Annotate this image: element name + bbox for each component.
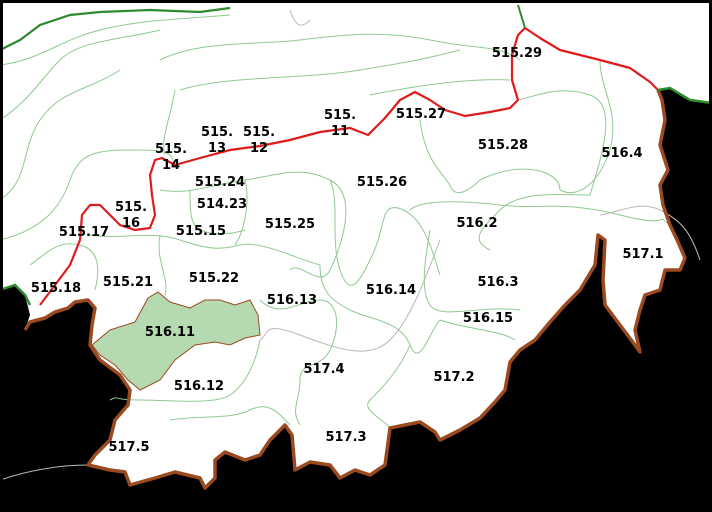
parcel-label-516-2: 516.2 xyxy=(456,216,497,231)
parcel-label-line: 515.29 xyxy=(492,46,542,61)
parcel-label-line: 515. xyxy=(201,125,233,140)
parcel-label-515-12: 515. 12 xyxy=(243,125,275,156)
parcel-label-line: 515. xyxy=(155,142,187,157)
parcel-label-line: 515.21 xyxy=(103,275,153,290)
parcel-label-line: 517.5 xyxy=(108,440,149,455)
parcel-label-line: 12 xyxy=(250,141,268,156)
parcel-label-517-2: 517.2 xyxy=(433,370,474,385)
parcel-label-line: 517.3 xyxy=(325,430,366,445)
parcel-label-514-23: 514.23 xyxy=(197,197,247,212)
parcel-label-line: 515.28 xyxy=(478,138,528,153)
parcel-label-line: 515.15 xyxy=(176,224,226,239)
parcel-label-515-22: 515.22 xyxy=(189,271,239,286)
parcel-label-517-3: 517.3 xyxy=(325,430,366,445)
green-boundary-right xyxy=(657,86,712,105)
parcel-label-516-11: 516.11 xyxy=(145,325,195,340)
parcel-label-line: 517.4 xyxy=(303,362,344,377)
parcel-label-516-4: 516.4 xyxy=(601,146,642,161)
green-boundary-top-left xyxy=(0,6,231,51)
parcel-label-line: 516.2 xyxy=(456,216,497,231)
parcel-label-line: 515.26 xyxy=(357,175,407,190)
parcel-label-line: 11 xyxy=(331,124,349,139)
parcel-label-515-28: 515.28 xyxy=(478,138,528,153)
parcel-label-515-25: 515.25 xyxy=(265,217,315,232)
parcel-label-515-18: 515.18 xyxy=(31,281,81,296)
parcel-label-517-4: 517.4 xyxy=(303,362,344,377)
parcel-label-line: 516.4 xyxy=(601,146,642,161)
parcel-label-line: 515. xyxy=(324,108,356,123)
parcel-label-line: 516.14 xyxy=(366,283,416,298)
parcel-label-517-5: 517.5 xyxy=(108,440,149,455)
parcel-label-515-27: 515.27 xyxy=(396,107,446,122)
parcel-label-515-14: 515. 14 xyxy=(155,142,187,173)
parcel-label-515-13: 515. 13 xyxy=(201,125,233,156)
parcel-label-515-16: 515. 16 xyxy=(115,200,147,231)
outer-boundary xyxy=(23,89,687,490)
parcel-label-515-11: 515. 11 xyxy=(324,108,356,139)
parcel-label-line: 516.11 xyxy=(145,325,195,340)
parcel-label-515-21: 515.21 xyxy=(103,275,153,290)
green-boundary-top-right xyxy=(517,4,526,29)
parcel-label-line: 515.22 xyxy=(189,271,239,286)
parcel-label-line: 515. xyxy=(243,125,275,140)
parcel-label-line: 516.13 xyxy=(267,293,317,308)
parcel-label-line: 515.25 xyxy=(265,217,315,232)
green-boundary-left xyxy=(0,283,32,306)
parcel-label-515-17: 515.17 xyxy=(59,225,109,240)
parcel-label-516-13: 516.13 xyxy=(267,293,317,308)
parcel-label-line: 515.27 xyxy=(396,107,446,122)
parcel-label-515-29: 515.29 xyxy=(492,46,542,61)
red-boundary xyxy=(39,26,659,306)
parcel-label-line: 13 xyxy=(208,141,226,156)
parcel-label-line: 515.18 xyxy=(31,281,81,296)
parcel-label-line: 515.24 xyxy=(195,175,245,190)
parcel-lines xyxy=(0,14,671,429)
parcel-label-line: 515.17 xyxy=(59,225,109,240)
parcel-label-line: 516.12 xyxy=(174,379,224,394)
parcel-label-516-12: 516.12 xyxy=(174,379,224,394)
parcel-label-516-3: 516.3 xyxy=(477,275,518,290)
parcel-label-line: 514.23 xyxy=(197,197,247,212)
parcel-label-line: 517.1 xyxy=(622,247,663,262)
parcel-label-515-15: 515.15 xyxy=(176,224,226,239)
outside-area xyxy=(0,88,712,512)
parcel-label-line: 516.15 xyxy=(463,311,513,326)
roads xyxy=(0,9,701,481)
parcel-label-line: 16 xyxy=(122,216,140,231)
parcel-label-515-24: 515.24 xyxy=(195,175,245,190)
parcel-label-line: 516.3 xyxy=(477,275,518,290)
parcel-label-line: 517.2 xyxy=(433,370,474,385)
parcel-label-517-1: 517.1 xyxy=(622,247,663,262)
parcel-label-516-15: 516.15 xyxy=(463,311,513,326)
parcel-label-515-26: 515.26 xyxy=(357,175,407,190)
selected-parcel-516-11[interactable] xyxy=(91,291,261,391)
parcel-label-line: 515. xyxy=(115,200,147,215)
parcel-label-line: 14 xyxy=(162,158,180,173)
parcel-label-516-14: 516.14 xyxy=(366,283,416,298)
